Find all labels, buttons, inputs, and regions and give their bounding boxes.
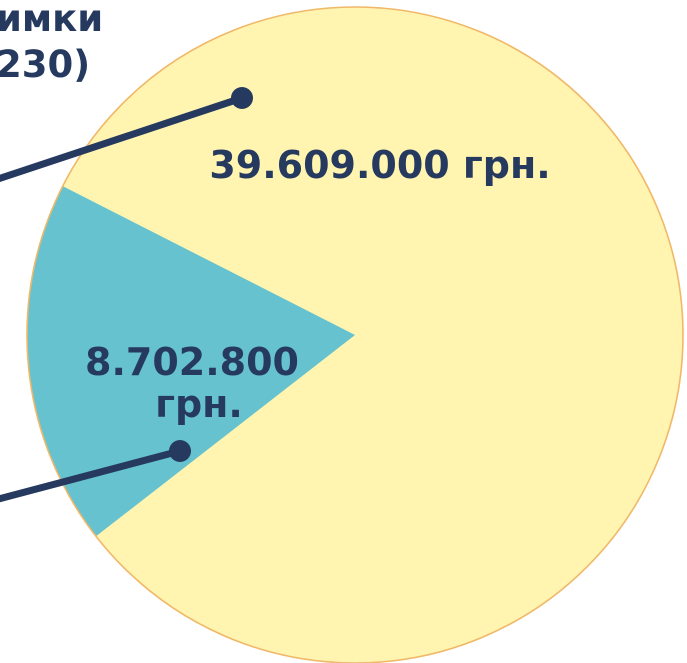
- leader-dot-large: [231, 87, 253, 109]
- chart-heading-line2: 230): [0, 43, 91, 86]
- pie-outline: [26, 6, 684, 663]
- slice-label-small-value: 8.702.800: [85, 340, 299, 384]
- pie-slice-small: [26, 186, 356, 537]
- leader-line-large: [0, 94, 246, 183]
- chart-heading-line1: имки: [0, 0, 104, 40]
- slice-label-large: 39.609.000 грн.: [209, 143, 550, 187]
- slice-label-small-unit: грн.: [155, 382, 243, 426]
- leader-line-small: [0, 447, 184, 503]
- leader-dot-small: [169, 440, 191, 462]
